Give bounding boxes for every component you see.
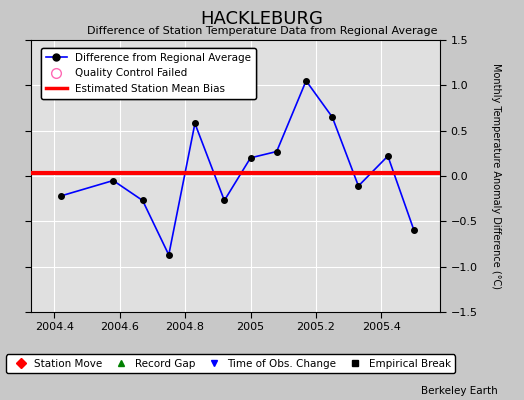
- Y-axis label: Monthly Temperature Anomaly Difference (°C): Monthly Temperature Anomaly Difference (…: [492, 63, 501, 289]
- Text: HACKLEBURG: HACKLEBURG: [201, 10, 323, 28]
- Text: Berkeley Earth: Berkeley Earth: [421, 386, 498, 396]
- Legend: Difference from Regional Average, Quality Control Failed, Estimated Station Mean: Difference from Regional Average, Qualit…: [41, 48, 256, 99]
- Text: Difference of Station Temperature Data from Regional Average: Difference of Station Temperature Data f…: [87, 26, 437, 36]
- Legend: Station Move, Record Gap, Time of Obs. Change, Empirical Break: Station Move, Record Gap, Time of Obs. C…: [6, 354, 455, 373]
